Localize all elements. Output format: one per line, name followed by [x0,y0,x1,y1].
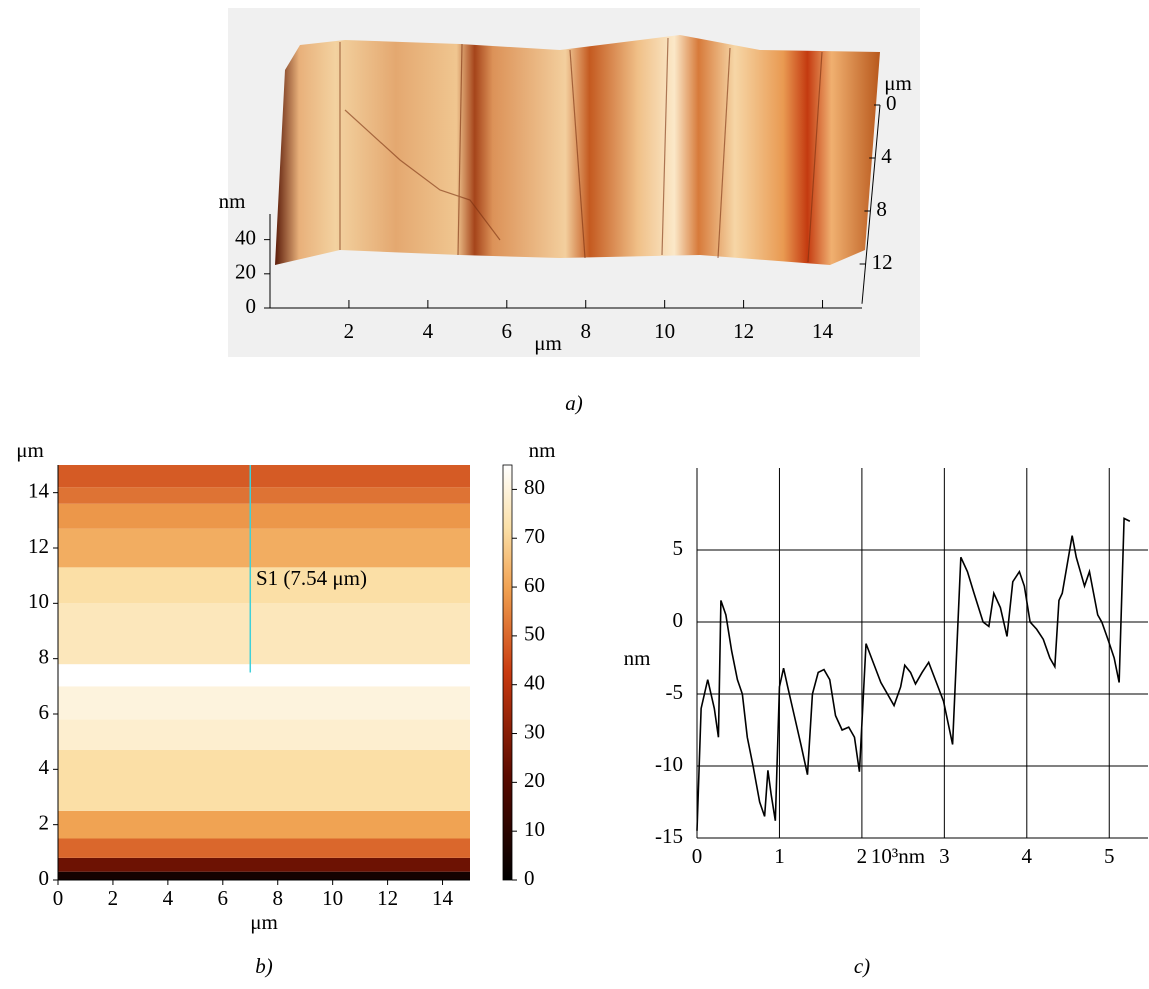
x-tick-label: 3 [939,844,950,868]
y-tick-label: 4 [39,755,50,779]
x-tick-label: 6 [218,886,229,910]
heatmap-band [58,487,470,504]
colorbar [502,464,513,881]
profile-label: S1 (7.54 μm) [256,566,367,590]
colorbar-tick-label: 30 [524,719,545,743]
x-tick-label: 4 [423,319,434,343]
z-tick-label: 20 [235,260,256,284]
y-tick-label: 14 [28,478,50,502]
depth-tick-label: 8 [876,197,887,221]
profile-curve [696,517,1131,831]
depth-tick-label: 12 [872,250,893,274]
y-tick-label: 6 [39,700,50,724]
x-tick-label: 1 [774,844,785,868]
heatmap-band [58,664,470,687]
heatmap-band [58,810,470,839]
colorbar-tick-label: 80 [524,475,545,499]
y-tick-label: -10 [655,752,683,776]
x-axis-label: μm [250,910,278,934]
x-axis-label: 10³nm [871,844,925,868]
y-tick-label: 8 [39,644,50,668]
heatmap-band [58,719,470,750]
x-tick-label: 5 [1104,844,1115,868]
caption: a) [565,391,583,415]
x-tick-label: 6 [502,319,513,343]
colorbar-tick-label: 20 [524,768,545,792]
colorbar-tick-label: 60 [524,573,545,597]
y-axis-label: nm [624,646,651,670]
z-tick-label: 0 [246,294,257,318]
y-tick-label: 12 [28,534,49,558]
x-tick-label: 8 [272,886,283,910]
x-tick-label: 10 [322,886,343,910]
heatmap-band [58,567,470,604]
x-axis-label: μm [534,331,562,355]
heatmap-band [58,503,470,529]
x-tick-label: 12 [733,319,754,343]
y-tick-label: -15 [655,824,683,848]
x-tick-label: 8 [580,319,591,343]
x-tick-label: 4 [1022,844,1033,868]
depth-axis-label: μm [884,71,912,95]
y-tick-label: 0 [673,608,684,632]
colorbar-tick-label: 70 [524,524,545,548]
colorbar-tick-label: 40 [524,671,545,695]
heatmap-band [58,528,470,568]
heatmap-band [58,857,470,872]
x-tick-label: 14 [432,886,454,910]
x-tick-label: 4 [163,886,174,910]
x-tick-label: 14 [812,319,834,343]
y-tick-label: 10 [28,589,49,613]
colorbar-tick-label: 50 [524,622,545,646]
caption: c) [854,954,870,978]
z-axis-label: nm [219,189,246,213]
y-tick-label: 2 [39,810,50,834]
heatmap-band [58,603,470,665]
heatmap-band [58,838,470,858]
surface-steps [339,37,823,263]
y-axis-label: μm [16,438,44,462]
colorbar-label: nm [529,438,556,462]
heatmap-band [58,686,470,720]
y-tick-label: 5 [673,536,684,560]
colorbar-tick-label: 10 [524,817,545,841]
depth-tick-label: 4 [881,144,892,168]
heatmap-band [58,465,470,488]
z-tick-label: 40 [235,225,256,249]
caption: b) [255,954,273,978]
x-tick-label: 2 [857,844,868,868]
depth-tick-label: 0 [886,91,897,115]
y-tick-label: 0 [39,866,50,890]
axis-line [861,104,881,304]
x-tick-label: 2 [344,319,355,343]
y-tick-label: -5 [666,680,684,704]
x-tick-label: 2 [108,886,119,910]
x-tick-label: 0 [53,886,64,910]
heatmap-band [58,871,470,880]
x-tick-label: 12 [377,886,398,910]
colorbar-tick-label: 0 [524,866,535,890]
x-tick-label: 0 [692,844,703,868]
x-tick-label: 10 [654,319,675,343]
heatmap-band [58,749,470,811]
